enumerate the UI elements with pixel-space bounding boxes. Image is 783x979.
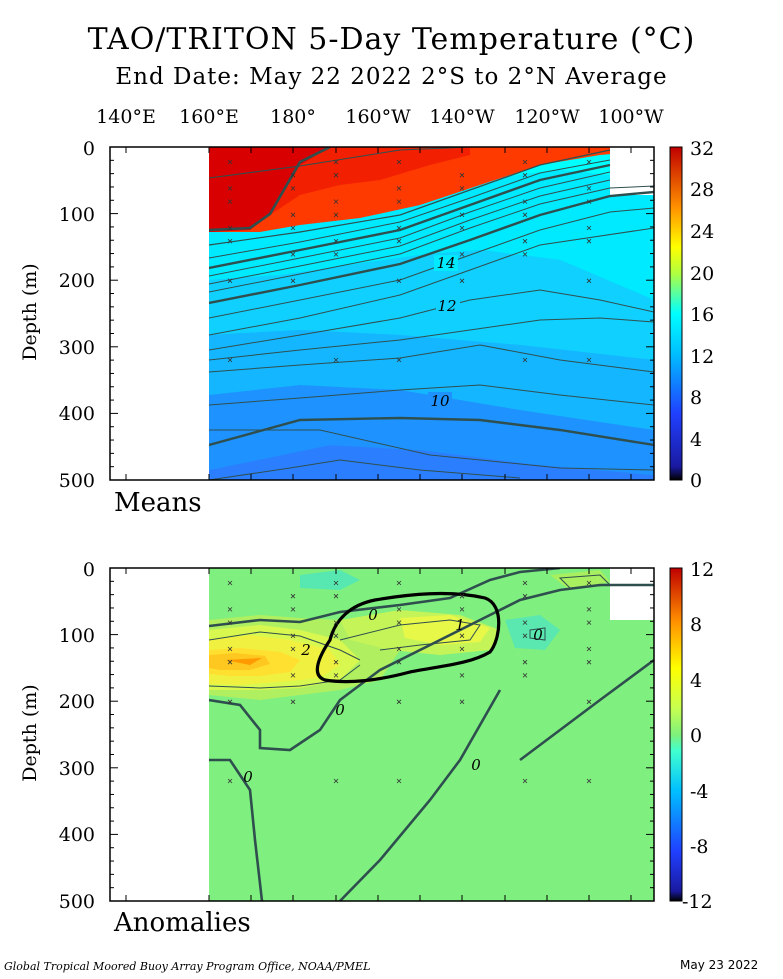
anomalies-panel-label: Anomalies (114, 908, 251, 938)
chart-subtitle: End Date: May 22 2022 2°S to 2°N Average (115, 64, 668, 90)
anomalies-frame (109, 567, 655, 902)
contour-label-10: 10 (430, 392, 450, 410)
x-tick-label: 120°W (514, 106, 580, 128)
means-panel: 14 12 10 0 100 200 300 400 500 Depth (m)… (19, 138, 714, 492)
colorbar-tick-label: 0 (690, 725, 702, 747)
means-colorbar: 32 28 24 20 16 12 8 4 0 (669, 138, 714, 492)
colorbar-tick-label: 4 (690, 670, 702, 692)
colorbar-tick-label: 28 (690, 179, 714, 201)
colorbar-tick-label: 8 (690, 387, 702, 409)
x-tick-label: 140°E (96, 106, 156, 128)
colorbar-tick-label: 24 (690, 221, 714, 243)
means-colorbar-gradient (669, 146, 683, 481)
y-axis-title: Depth (m) (19, 684, 41, 781)
contour-label-0: 0 (368, 606, 378, 624)
x-tick-label: 160°E (179, 106, 239, 128)
contour-label-2: 2 (300, 641, 311, 659)
means-contours (209, 147, 654, 480)
contour-label-1: 1 (455, 616, 465, 634)
contour-label-14: 14 (436, 254, 455, 272)
colorbar-tick-label: -4 (690, 781, 709, 803)
colorbar-tick-label: 8 (690, 614, 702, 636)
colorbar-tick-label: 0 (690, 470, 702, 492)
y-tick-label: 300 (59, 758, 95, 780)
anomalies-colorbar: 12 8 4 0 -4 -8 -12 (669, 559, 714, 913)
y-tick-label: 0 (83, 559, 95, 581)
means-contour-labels: 14 12 10 (428, 254, 460, 410)
anomalies-buoy-markers (227, 580, 592, 784)
means-panel-label: Means (114, 488, 202, 518)
y-tick-label: 0 (83, 138, 95, 160)
x-tick-label: 180° (270, 106, 316, 128)
y-tick-label: 300 (59, 337, 95, 359)
anomalies-contours (209, 568, 654, 901)
colorbar-tick-label: 12 (690, 346, 714, 368)
contour-label-12: 12 (437, 297, 456, 315)
footer-credit: Global Tropical Moored Buoy Array Progra… (4, 960, 371, 973)
y-tick-label: 100 (59, 204, 95, 226)
anomalies-y-axis: 0 100 200 300 400 500 Depth (m) (19, 559, 95, 913)
contour-label-0: 0 (471, 756, 481, 774)
y-tick-label: 200 (59, 270, 95, 292)
y-tick-label: 500 (59, 891, 95, 913)
contour-label-0: 0 (533, 626, 543, 644)
colorbar-tick-label: -8 (690, 836, 709, 858)
anomalies-colorbar-gradient (669, 567, 683, 902)
means-frame-ticks (110, 146, 654, 481)
y-axis-title: Depth (m) (19, 263, 41, 360)
anomalies-field (209, 568, 654, 901)
x-tick-label: 140°W (429, 106, 495, 128)
contour-label-0: 0 (243, 768, 253, 786)
colorbar-tick-label: 12 (690, 559, 714, 581)
y-tick-label: 400 (59, 824, 95, 846)
anomalies-frame-ticks (110, 567, 654, 902)
colorbar-tick-label: 20 (690, 263, 714, 285)
hand-drawn-annotation-loop (315, 591, 501, 684)
chart-title: TAO/TRITON 5-Day Temperature (°C) (87, 22, 696, 57)
means-y-axis: 0 100 200 300 400 500 Depth (m) (19, 138, 95, 492)
x-tick-label: 160°W (345, 106, 411, 128)
means-buoy-markers (227, 159, 592, 363)
x-tick-label: 100°W (598, 106, 664, 128)
means-field (209, 147, 654, 480)
contour-label-0: 0 (335, 701, 345, 719)
colorbar-tick-label: -12 (682, 891, 713, 913)
colorbar-tick-label: 16 (690, 304, 714, 326)
colorbar-tick-label: 4 (690, 429, 702, 451)
colorbar-tick-label: 32 (690, 138, 714, 160)
anomalies-contour-labels: 0 1 2 0 0 0 0 (243, 606, 543, 786)
means-frame (109, 146, 655, 481)
y-tick-label: 200 (59, 691, 95, 713)
footer-date: May 23 2022 (680, 958, 759, 972)
y-tick-label: 500 (59, 470, 95, 492)
y-tick-label: 400 (59, 403, 95, 425)
anomalies-panel: 0 1 2 0 0 0 0 0 100 200 300 400 500 Dept… (19, 559, 714, 913)
y-tick-label: 100 (59, 625, 95, 647)
